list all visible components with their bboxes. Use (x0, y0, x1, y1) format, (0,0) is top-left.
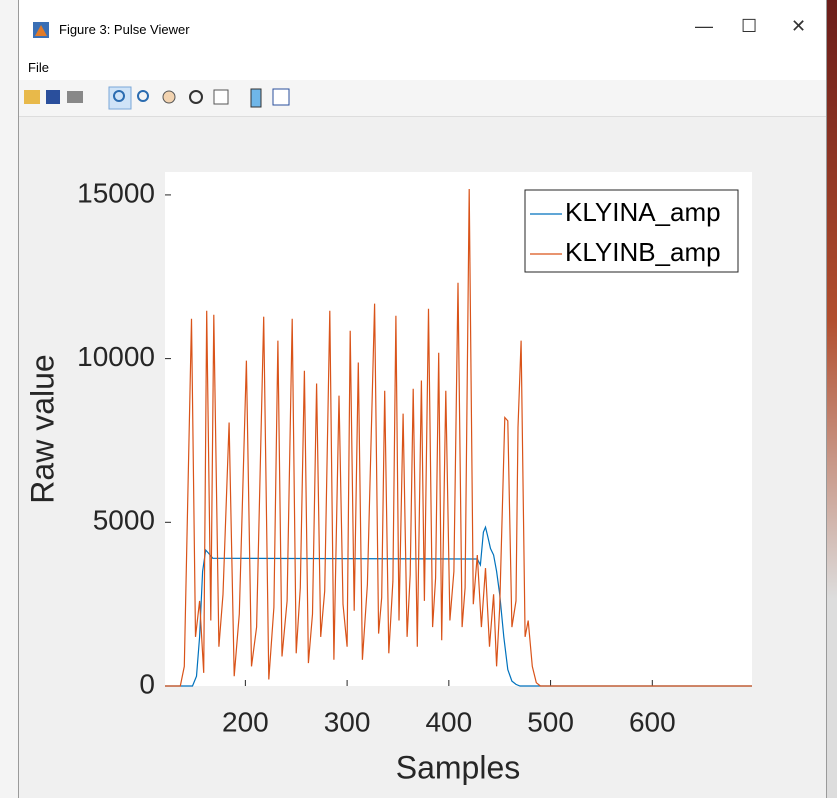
rotate-icon[interactable] (189, 90, 203, 104)
menu-bar: File (19, 50, 826, 80)
y-tick-label: 15000 (77, 177, 155, 208)
x-tick-label: 200 (222, 706, 269, 737)
close-button[interactable]: ✕ (791, 16, 807, 36)
series-line (165, 525, 752, 687)
pan-icon[interactable] (162, 90, 176, 104)
save-icon[interactable] (46, 90, 60, 104)
desktop-right (825, 0, 837, 798)
legend-label: KLYINA_amp (565, 197, 721, 227)
datatip-icon[interactable] (213, 89, 229, 105)
desktop-left (0, 0, 18, 798)
maximize-button[interactable]: ☐ (741, 16, 758, 36)
y-axis-label: Raw value (24, 354, 60, 503)
colorbar-icon[interactable] (250, 88, 262, 108)
x-tick-label: 300 (324, 706, 371, 737)
title-bar: Figure 3: Pulse Viewer — ☐ ✕ (19, 0, 826, 50)
toolbar-icons (24, 86, 290, 110)
print-icon[interactable] (67, 91, 83, 103)
window-title: Figure 3: Pulse Viewer (59, 22, 190, 37)
minimize-button[interactable]: — (695, 16, 713, 36)
series-line (165, 188, 752, 687)
zoom-out-icon[interactable] (137, 90, 149, 102)
y-tick-label: 0 (139, 668, 155, 699)
x-tick-label: 400 (425, 706, 472, 737)
y-tick-label: 10000 (77, 341, 155, 372)
app-icon (33, 22, 49, 38)
legend-icon[interactable] (272, 88, 290, 106)
legend-label: KLYINB_amp (565, 237, 721, 267)
toolbar (19, 80, 826, 117)
open-icon[interactable] (24, 90, 40, 104)
y-tick-label: 5000 (93, 505, 155, 536)
x-tick-label: 500 (527, 706, 574, 737)
menu-item[interactable]: File (28, 60, 49, 75)
legend-box (524, 189, 739, 273)
x-axis-label: Samples (396, 749, 521, 785)
x-tick-label: 600 (629, 706, 676, 737)
